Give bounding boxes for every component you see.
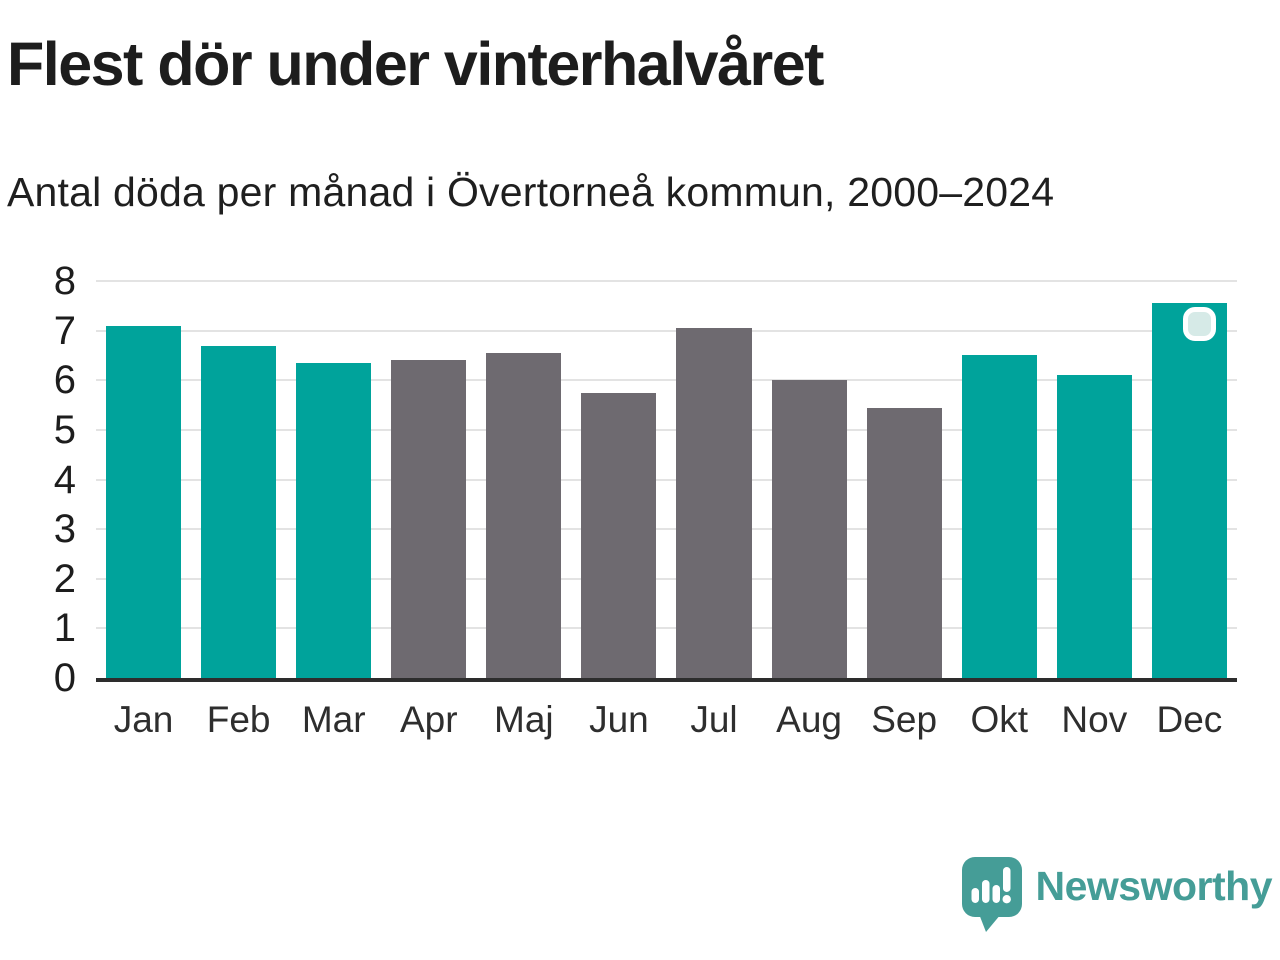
bar-apr [391,360,467,678]
bar-feb [201,345,277,678]
newsworthy-logo-text: Newsworthy [1035,863,1273,909]
x-tick-label: Okt [970,699,1029,740]
x-tick-label: Dec [1156,699,1223,740]
gridline [96,528,1237,531]
gridline [96,577,1237,580]
plot-area [96,280,1237,682]
bar-slot [381,281,476,678]
bar-slot [1047,281,1142,678]
y-tick-label: 0 [53,656,76,700]
gridline [96,627,1237,630]
gridline [96,428,1237,431]
bar-slot [191,281,286,678]
x-tick-label: Feb [206,699,271,740]
bars [96,281,1237,678]
bar-jun [581,392,657,678]
x-tick-label: Jun [589,699,649,740]
x-tick-label: Aug [776,699,842,740]
bar-jan [105,325,182,678]
x-axis-labels: Jan Feb Mar Apr Maj Jun Jul Aug Sep Okt Nov Dec [96,698,1237,742]
bar-aug [771,380,847,678]
newsworthy-logo-icon [961,857,1022,932]
y-tick-label: 7 [53,308,76,353]
bar-slot [762,281,857,678]
x-tick-label: Sep [871,699,938,740]
bar-slot [286,281,381,678]
chart-title: Flest dör under vinterhalvåret [7,30,825,98]
newsworthy-logo[interactable]: Newsworthy [961,856,1273,934]
x-tick-label: Jan [113,699,174,740]
x-tick-label: Nov [1061,699,1128,740]
gridline [96,478,1237,481]
bar-jul [676,328,752,678]
gridline [96,379,1237,382]
x-tick-label: Mar [301,699,366,740]
y-tick-label: 3 [53,507,76,552]
bar-slot [476,281,571,678]
gridline [96,280,1237,282]
chart-subtitle: Antal döda per månad i Övertorneå kommun… [7,169,1055,215]
x-tick-label: Apr [399,699,458,740]
y-tick-label: 8 [53,259,76,303]
bar-okt [961,355,1037,678]
bar-sep [866,407,942,678]
x-tick-label: Maj [494,699,554,740]
y-tick-label: 6 [53,358,76,403]
y-tick-label: 4 [53,457,76,502]
bar-mar [296,362,372,678]
highlight-badge[interactable] [1182,307,1216,342]
bar-slot [1142,281,1237,678]
x-tick-label: Jul [690,699,738,740]
bar-slot [857,281,952,678]
bar-slot [952,281,1047,678]
y-tick-label: 1 [53,606,76,651]
bar-slot [96,281,191,678]
bar-nov [1056,375,1132,678]
bar-maj [486,352,562,678]
gridline [96,329,1237,332]
y-tick-label: 2 [53,556,76,601]
y-tick-label: 5 [53,407,76,452]
bar-slot [666,281,761,678]
bar-slot [571,281,666,678]
bar-dec [1151,303,1227,678]
